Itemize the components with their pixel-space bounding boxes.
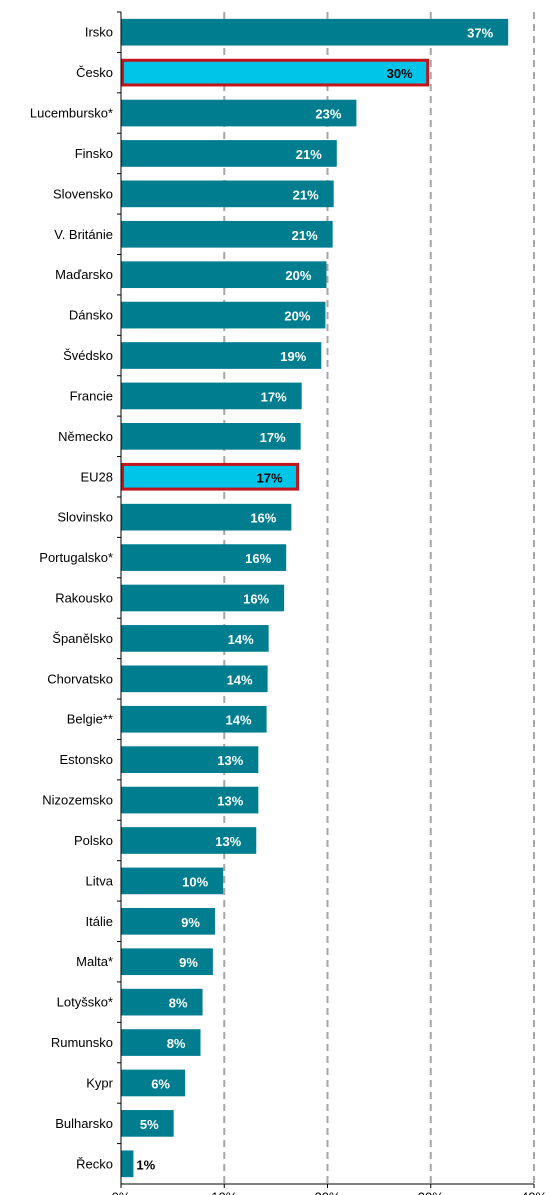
category-label: Bulharsko xyxy=(55,1116,113,1131)
value-label: 17% xyxy=(260,430,286,445)
bar xyxy=(121,746,259,773)
bar xyxy=(121,140,337,167)
value-label: 9% xyxy=(181,915,200,930)
value-label: 13% xyxy=(217,753,243,768)
value-label: 21% xyxy=(293,187,319,202)
value-label: 9% xyxy=(179,955,198,970)
category-label: Slovensko xyxy=(53,186,113,201)
bar xyxy=(121,544,287,571)
axes xyxy=(117,11,535,1188)
value-label: 13% xyxy=(215,834,241,849)
value-label: 1% xyxy=(136,1157,155,1172)
value-label: 14% xyxy=(226,713,252,728)
category-label: Portugalsko* xyxy=(39,550,113,565)
category-label: EU28 xyxy=(80,469,113,484)
gridlines xyxy=(223,12,535,1184)
value-label: 8% xyxy=(167,1036,186,1051)
bar xyxy=(121,423,301,450)
value-label: 8% xyxy=(169,996,188,1011)
category-label: Řecko xyxy=(76,1156,113,1171)
bar xyxy=(121,1069,186,1097)
bar xyxy=(121,342,322,369)
value-label: 13% xyxy=(217,794,243,809)
x-tick-label: 0% xyxy=(112,1190,131,1195)
value-label: 20% xyxy=(285,268,311,283)
value-label: 21% xyxy=(296,147,322,162)
bar xyxy=(121,301,326,329)
category-label: Estonsko xyxy=(60,752,113,767)
category-label: Česko xyxy=(76,65,113,80)
value-label: 14% xyxy=(227,672,253,687)
category-label: Dánsko xyxy=(69,308,113,323)
category-label: Chorvatsko xyxy=(47,671,113,686)
value-label: 5% xyxy=(140,1117,159,1132)
category-label: Itálie xyxy=(86,914,113,929)
category-label: Irsko xyxy=(85,25,113,40)
value-label: 16% xyxy=(243,592,269,607)
value-label: 23% xyxy=(315,107,341,122)
value-label: 17% xyxy=(257,470,283,485)
category-label: Slovinsko xyxy=(57,510,113,525)
category-label: V. Británie xyxy=(54,227,113,242)
category-label: Kypr xyxy=(86,1075,113,1090)
value-label: 17% xyxy=(261,389,287,404)
x-tick-label: 10% xyxy=(211,1190,237,1195)
highlight-bar xyxy=(121,58,430,87)
bar xyxy=(121,382,302,410)
bar xyxy=(121,665,268,693)
category-label: Rumunsko xyxy=(51,1035,113,1050)
category-label: Švédsko xyxy=(63,348,113,363)
category-label: Finsko xyxy=(75,146,113,161)
x-tick-labels: 0% 10% 20% 30% 40% xyxy=(112,1190,548,1195)
bar xyxy=(121,948,213,976)
category-label: Rakousko xyxy=(55,591,113,606)
bars: 37% 30% 23% 21% 21% 21% 20% 20% 19% 17% 17% 17% 16% 1… xyxy=(121,18,509,1178)
category-label: Lotyšsko* xyxy=(57,995,113,1010)
value-label: 37% xyxy=(467,26,493,41)
value-label: 6% xyxy=(151,1076,170,1091)
x-tick-label: 40% xyxy=(521,1190,547,1195)
category-label: Litva xyxy=(86,873,114,888)
value-label: 21% xyxy=(292,228,318,243)
category-label: Lucembursko* xyxy=(30,106,113,121)
bar xyxy=(121,907,215,935)
value-label: 30% xyxy=(387,66,413,81)
category-label: Maďarsko xyxy=(55,267,113,282)
bar xyxy=(121,503,292,531)
bar xyxy=(121,1029,201,1056)
value-label: 20% xyxy=(284,309,310,324)
x-tick-label: 30% xyxy=(418,1190,444,1195)
category-labels: Irsko Česko Lucembursko* Finsko Slovensko V. … xyxy=(30,25,114,1172)
bar xyxy=(121,1150,134,1178)
category-label: Francie xyxy=(70,388,113,403)
bar xyxy=(121,625,269,652)
bar xyxy=(121,988,203,1016)
value-label: 14% xyxy=(228,632,254,647)
category-label: Belgie** xyxy=(67,712,113,727)
x-tick-label: 20% xyxy=(314,1190,340,1195)
category-label: Španělsko xyxy=(52,631,113,646)
bar xyxy=(121,786,259,814)
bar xyxy=(121,99,357,127)
bar xyxy=(121,827,257,854)
value-label: 16% xyxy=(245,551,271,566)
category-label: Malta* xyxy=(76,954,113,969)
highlight-bar xyxy=(121,462,300,491)
category-label: Německo xyxy=(58,429,113,444)
bar xyxy=(121,867,224,895)
bar xyxy=(121,1110,174,1137)
bar xyxy=(121,705,267,733)
category-label: Nizozemsko xyxy=(42,793,113,808)
bar xyxy=(121,220,333,248)
value-label: 16% xyxy=(250,511,276,526)
bar xyxy=(121,261,327,289)
bar xyxy=(121,180,334,208)
category-label: Polsko xyxy=(74,833,113,848)
bar xyxy=(121,18,509,46)
bar xyxy=(121,584,285,612)
value-label: 19% xyxy=(280,349,306,364)
value-label: 10% xyxy=(182,874,208,889)
